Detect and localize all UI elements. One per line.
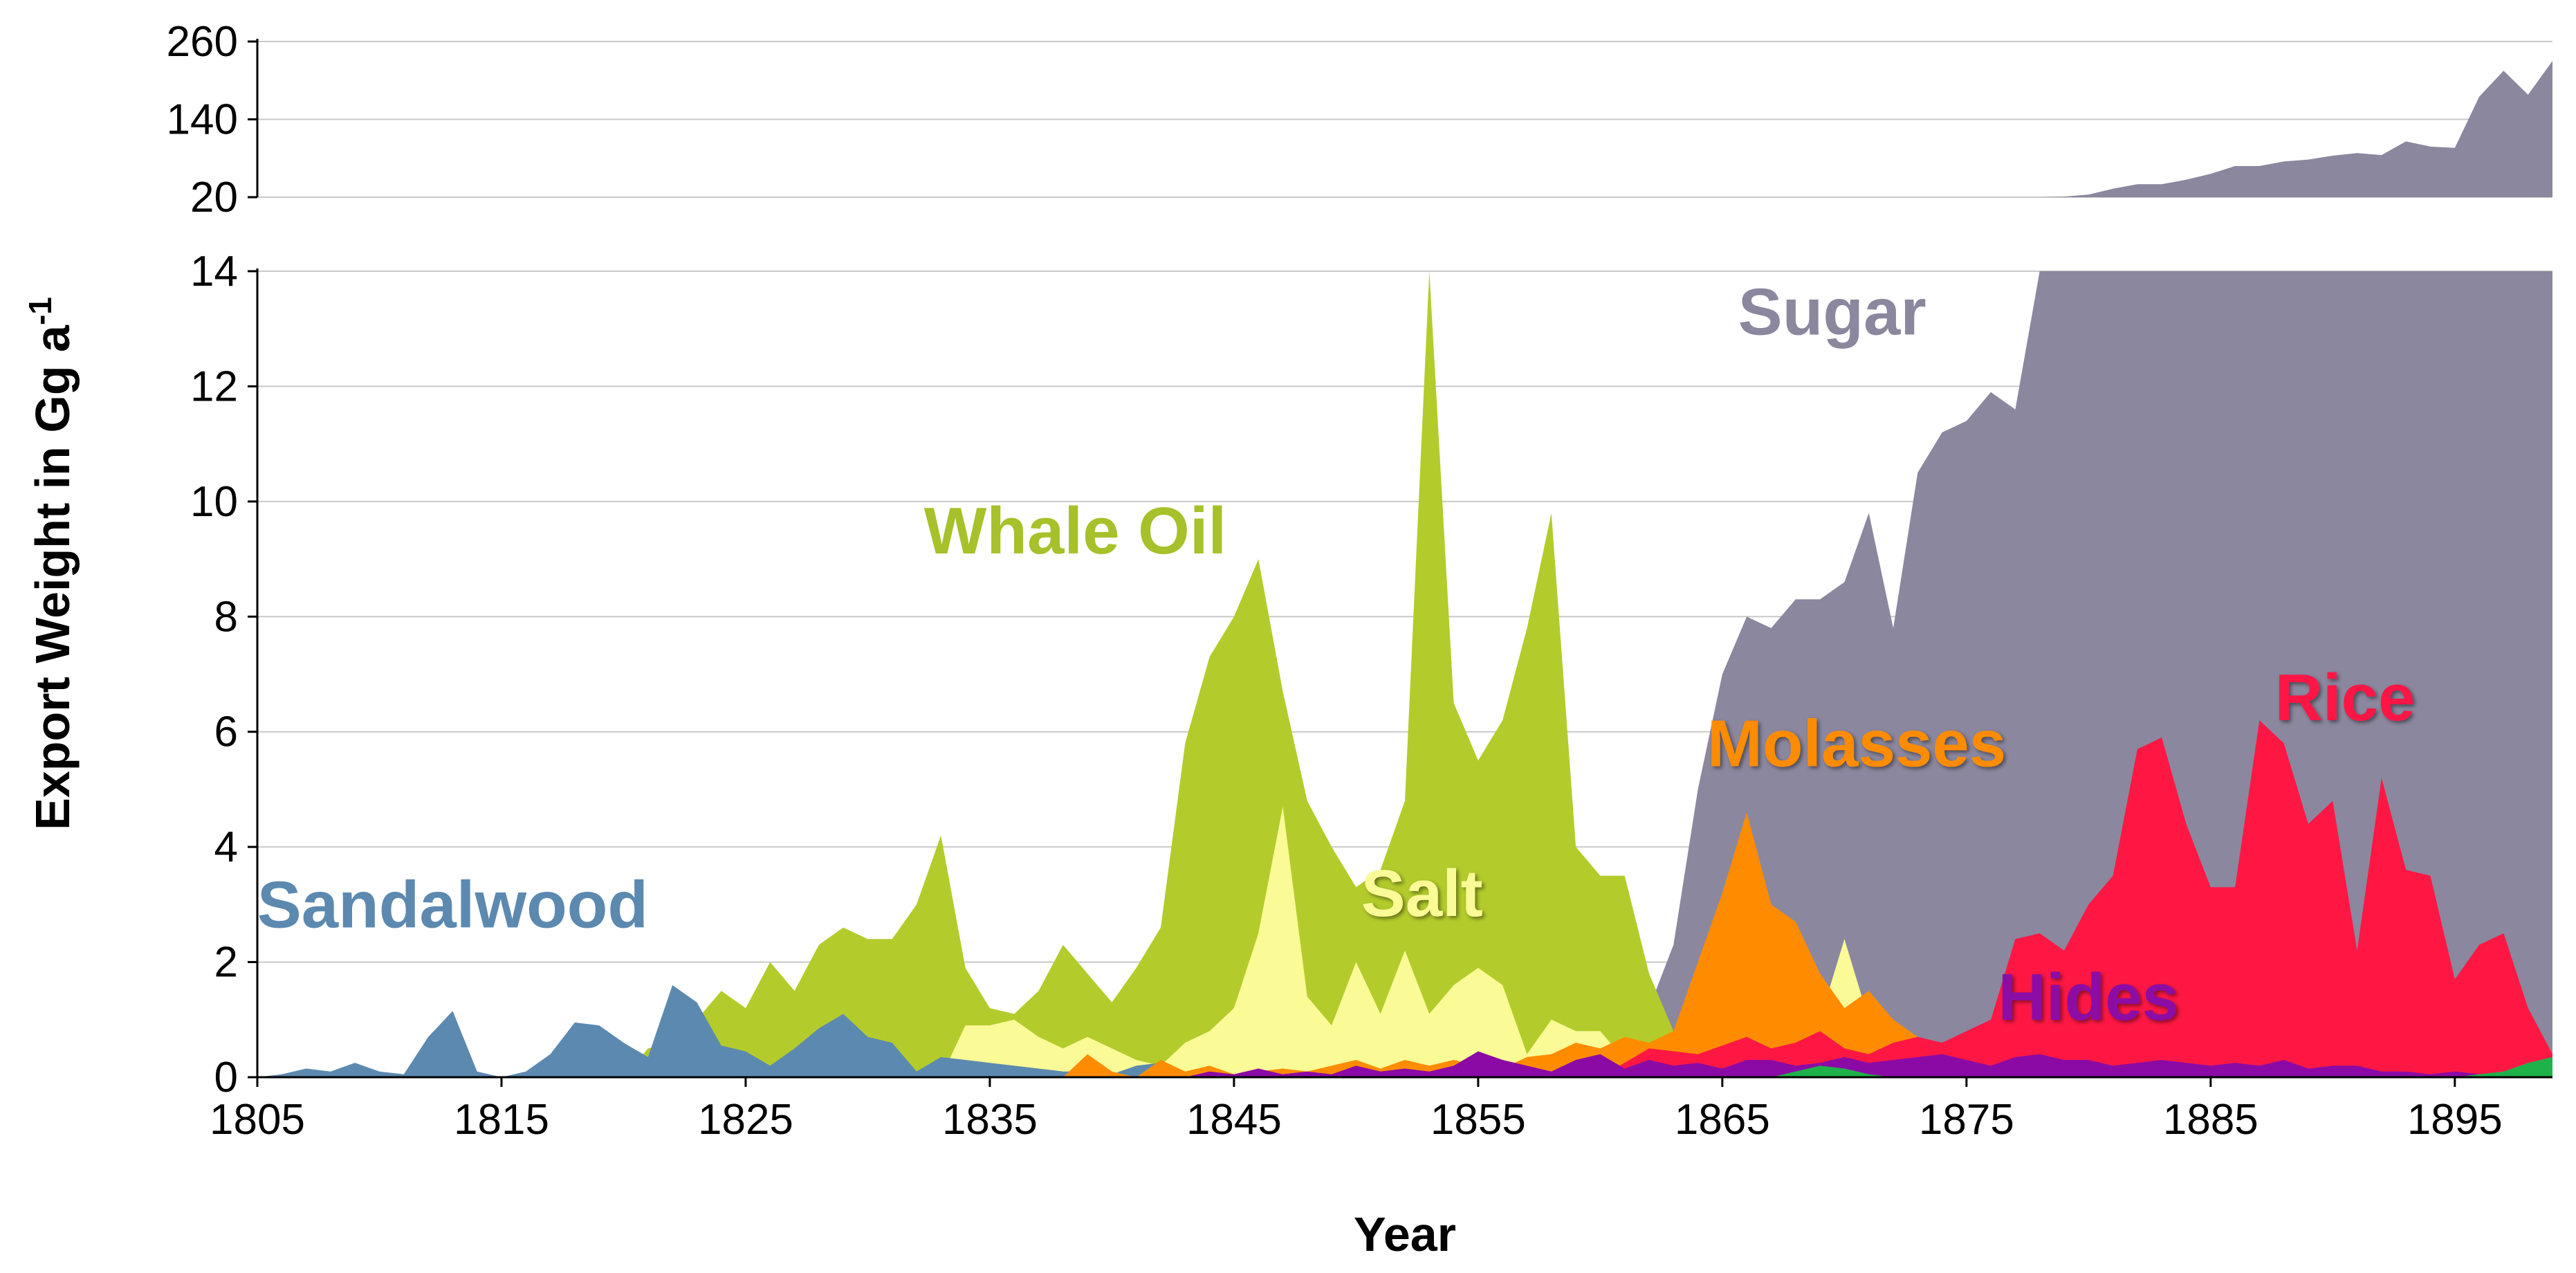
x-tick-label: 1875	[1919, 1096, 2014, 1144]
y-tick-label: 4	[214, 823, 238, 871]
sugar-label: Sugar	[1738, 275, 1926, 349]
x-tick-label: 1835	[942, 1096, 1038, 1144]
x-tick-label: 1895	[2407, 1096, 2503, 1144]
sandalwood-area	[257, 984, 1186, 1077]
series-7-area	[1771, 1056, 2552, 1077]
x-axis-title: Year	[1354, 1207, 1456, 1261]
x-tick-label: 1885	[2163, 1096, 2258, 1144]
y-tick-label: 12	[190, 363, 238, 410]
y-tick-label: 0	[214, 1054, 238, 1101]
whale-oil-label: Whale Oil	[924, 494, 1226, 568]
y-axis-title: Export Weight in Gg a-1	[22, 297, 80, 830]
y-axis-title-superscript: -1	[22, 297, 58, 325]
x-tick-label: 1845	[1186, 1096, 1282, 1144]
x-tick-label: 1865	[1675, 1096, 1770, 1144]
whale-oil-area	[623, 271, 1698, 1077]
y-axis-title-main: Export Weight in Gg a	[26, 324, 80, 830]
sandalwood-label: Sandalwood	[257, 868, 648, 942]
x-tick-label: 1825	[698, 1096, 793, 1144]
y-tick-label: 260	[167, 18, 238, 66]
molasses-area	[1062, 812, 1967, 1077]
hides-label: Hides	[1998, 960, 2179, 1034]
hides-area	[1185, 1051, 2552, 1077]
series-labels: Sandalwood Whale Oil Salt Sugar Molasses Rice…	[257, 275, 2416, 1034]
x-tick-label: 1805	[210, 1096, 305, 1144]
sugar-area-upper	[2039, 61, 2552, 197]
upper-panel-gridlines	[257, 41, 2552, 198]
salt-label: Salt	[1361, 857, 1483, 931]
rice-label: Rice	[2275, 661, 2416, 735]
y-tick-label: 2	[214, 939, 238, 987]
y-tick-label: 8	[214, 593, 238, 641]
x-tick-label: 1815	[454, 1096, 549, 1144]
axes	[248, 39, 2552, 1087]
rice-area	[1600, 720, 2552, 1077]
x-tick-label: 1855	[1430, 1096, 1526, 1144]
y-tick-label: 20	[190, 174, 238, 221]
lower-panel-plot	[257, 271, 2552, 1077]
upper-panel-plot	[2039, 61, 2552, 197]
y-tick-label: 14	[190, 248, 238, 295]
y-tick-label: 10	[190, 478, 238, 526]
y-tick-label: 6	[214, 708, 238, 756]
y-tick-label: 140	[167, 96, 238, 144]
molasses-label: Molasses	[1707, 707, 2006, 781]
